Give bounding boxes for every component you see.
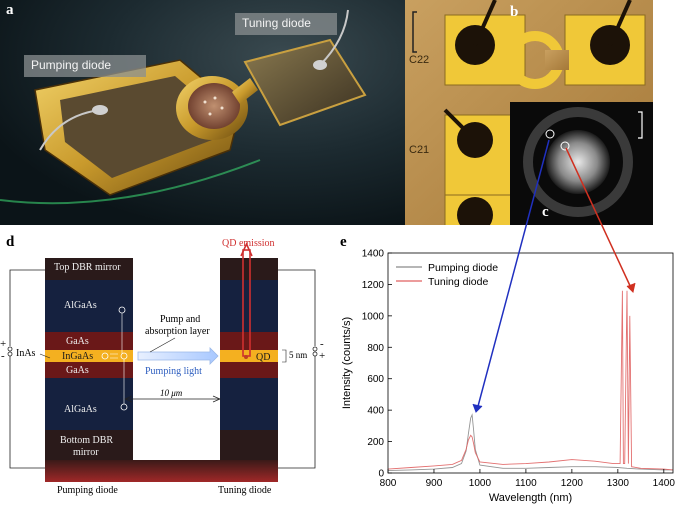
y-tick-label: 800 xyxy=(367,343,384,354)
x-axis-label: Wavelength (nm) xyxy=(489,492,572,504)
panel-d-letter: d xyxy=(6,234,15,250)
pumping-light-arrow xyxy=(137,347,219,365)
schematic xyxy=(7,242,318,482)
y-tick-label: 1400 xyxy=(362,249,385,260)
y-tick-label: 1200 xyxy=(362,280,385,291)
panel-e: e 800 900 1000 1100 1200 1300 1400 0 200 400 600 80… xyxy=(330,228,685,508)
panel-e-letter: e xyxy=(340,234,347,250)
y-tick-label: 400 xyxy=(367,406,384,417)
top-dbr-label: Top DBR mirror xyxy=(54,262,121,273)
y-tick-label: 600 xyxy=(367,374,384,385)
panel-c: c xyxy=(510,102,653,225)
panel-d: d QD emission Top DBR mirror AlGaAs GaAs… xyxy=(0,228,330,508)
panel-c-photo xyxy=(510,102,653,225)
c21-label: C21 xyxy=(409,144,430,156)
pump-absorption-label-line2: absorption layer xyxy=(145,326,210,337)
spectrum-chart: 800 900 1000 1100 1200 1300 1400 0 200 400 600 800 1… xyxy=(341,249,676,505)
c22-label: C22 xyxy=(409,54,430,66)
qd-emission-label: QD emission xyxy=(222,238,275,249)
y-tick-label: 200 xyxy=(367,437,384,448)
gaas-bottom-label: GaAs xyxy=(66,365,89,376)
pumping-diode-caption: Pumping diode xyxy=(57,485,118,496)
pumping-light-label: Pumping light xyxy=(145,366,202,377)
legend-label-1: Pumping diode xyxy=(428,262,498,274)
ten-um-label: 10 μm xyxy=(160,388,183,398)
tuning-diode-photo-label: Tuning diode xyxy=(242,16,311,30)
pumping-pillar xyxy=(45,258,133,460)
legend-label-2: Tuning diode xyxy=(428,276,488,288)
y-tick-label: 0 xyxy=(378,469,384,480)
y-axis-label: Intensity (counts/s) xyxy=(341,317,353,409)
series-line-1 xyxy=(387,413,673,472)
algaas-top-label: AlGaAs xyxy=(64,300,97,311)
inas-label: InAs xyxy=(16,348,36,359)
x-tick-label: 1000 xyxy=(469,478,492,489)
five-nm-label: 5 nm xyxy=(289,350,308,360)
ingaas-label: InGaAs xyxy=(62,351,94,362)
panel-b-letter: b xyxy=(510,4,519,20)
tuning-diode-caption: Tuning diode xyxy=(218,485,272,496)
series-line-2 xyxy=(387,290,674,471)
panel-a-letter: a xyxy=(6,2,14,18)
algaas-bottom-label: AlGaAs xyxy=(64,404,97,415)
pumping-diode-photo-label: Pumping diode xyxy=(31,58,112,72)
left-minus: - xyxy=(1,350,5,362)
panel-a-photo xyxy=(0,0,405,225)
right-minus: - xyxy=(320,338,324,350)
gaas-top-label: GaAs xyxy=(66,336,89,347)
x-tick-label: 1200 xyxy=(561,478,584,489)
panel-a: a Pumping diode Tuning diode xyxy=(0,0,405,225)
right-plus: + xyxy=(319,350,326,362)
tuning-pillar xyxy=(220,258,278,460)
x-tick-label: 1100 xyxy=(515,478,537,489)
y-tick-label: 1000 xyxy=(362,311,385,322)
substrate xyxy=(45,460,278,482)
pump-absorption-label-line1: Pump and xyxy=(160,314,201,325)
left-plus: + xyxy=(0,338,7,350)
bottom-dbr-label-line2: mirror xyxy=(73,447,99,458)
x-tick-label: 1400 xyxy=(653,478,676,489)
x-tick-label: 800 xyxy=(380,478,397,489)
x-tick-label: 900 xyxy=(426,478,443,489)
panel-c-letter: c xyxy=(542,204,549,220)
qd-label: QD xyxy=(256,352,271,363)
bottom-dbr-label-line1: Bottom DBR xyxy=(60,435,114,446)
x-tick-label: 1300 xyxy=(607,478,630,489)
